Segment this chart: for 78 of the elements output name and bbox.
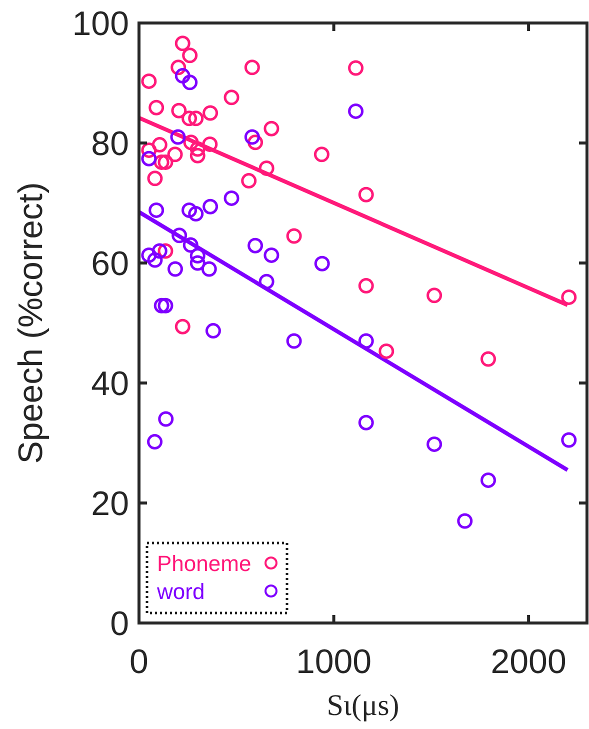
point [148,100,164,116]
point [183,134,199,150]
point [141,247,157,263]
point [167,146,183,162]
point [258,274,274,290]
point [201,261,217,277]
point [202,198,218,214]
point [158,411,174,427]
point [358,186,374,202]
point [190,255,206,271]
y-tick-label: 0 [110,605,129,643]
y-tick-label: 80 [91,125,129,163]
point [264,120,280,136]
point [152,137,168,153]
point [182,48,198,64]
point [358,278,374,294]
point [171,102,187,118]
point [141,73,157,89]
point [158,154,174,170]
point [147,434,163,450]
text: word [156,579,205,604]
point [158,298,174,314]
point [480,472,496,488]
point [244,60,260,76]
point [172,228,188,244]
point [202,105,218,121]
point [174,318,190,334]
point [561,432,577,448]
point [205,323,221,339]
y-tick-label: 60 [91,245,129,283]
y-tick-label: 100 [72,5,129,43]
y-axis-title: Speech (%correct) [12,182,50,464]
point [286,228,302,244]
point [348,60,364,76]
point [561,289,577,305]
point [258,160,274,176]
point [182,74,198,90]
point [182,237,198,253]
point [314,256,330,272]
point [457,513,473,529]
point [152,243,168,259]
point [378,343,394,359]
point [190,148,206,164]
y-tick-label: 20 [91,485,129,523]
point [426,436,442,452]
point [248,238,264,254]
point [154,298,170,314]
point [190,248,206,264]
point [147,252,163,268]
point [147,170,163,186]
point [141,150,157,166]
point [188,206,204,222]
point [358,333,374,349]
point [148,202,164,218]
point [426,288,442,304]
point [167,261,183,277]
point [224,190,240,206]
point [241,173,257,189]
point [244,129,260,145]
point [182,202,198,218]
x-tick-label: 2000 [490,643,566,681]
y-tick-label: 40 [91,365,129,403]
x-axis-title: Sι(μs) [326,689,400,722]
point [188,110,204,126]
point [174,68,190,84]
point [170,129,186,145]
point [224,90,240,106]
legend-label: Phoneme [157,551,252,576]
point [174,36,190,52]
point [480,351,496,367]
point [358,414,374,430]
point [202,136,218,152]
x-tick-label: 1000 [296,643,372,681]
point [286,333,302,349]
point [264,247,280,263]
point [348,103,364,119]
point [314,146,330,162]
point [182,110,198,126]
